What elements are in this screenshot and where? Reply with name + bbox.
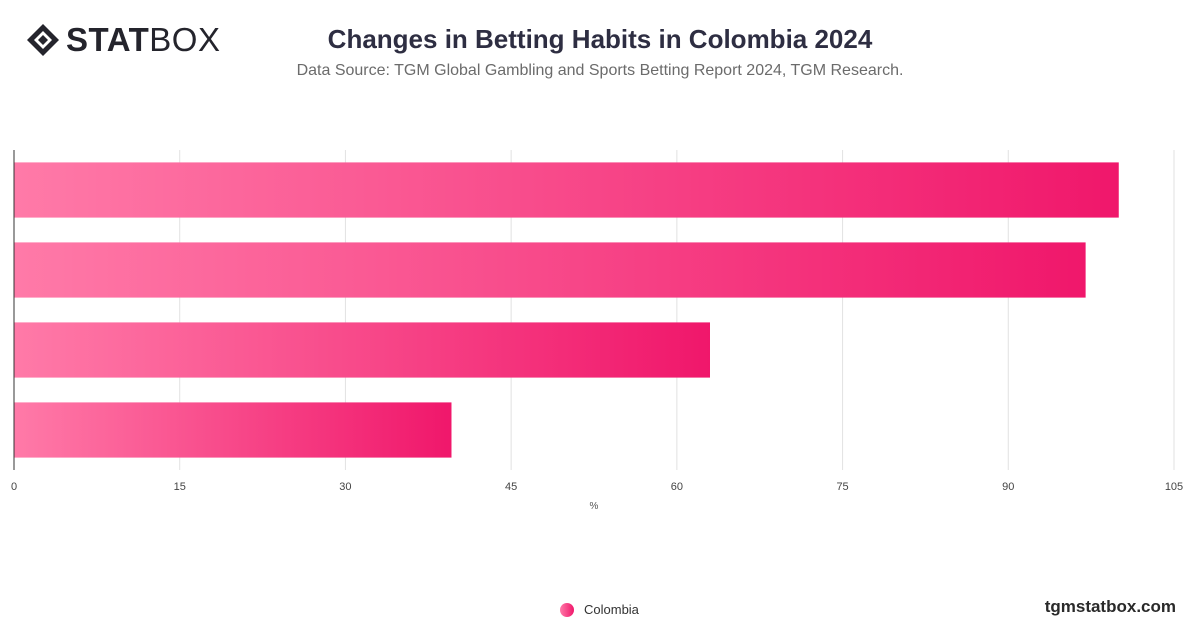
bars-group	[14, 162, 1119, 458]
logo-wordmark: STATBOX	[66, 22, 220, 58]
statbox-diamond-icon	[27, 24, 59, 56]
legend-label-colombia: Colombia	[584, 602, 639, 617]
logo-word-box: BOX	[149, 21, 221, 58]
x-tick-label: 90	[1002, 481, 1014, 493]
x-tick-label: 60	[671, 481, 683, 493]
bar-1[interactable]	[14, 162, 1119, 218]
bar-4[interactable]	[14, 402, 452, 458]
x-axis: 0 15 30 45 60 75 90 105%	[11, 150, 1183, 512]
x-tick-label: 105	[1165, 481, 1183, 493]
site-url: tgmstatbox.com	[1044, 597, 1176, 616]
x-axis-label: %	[590, 501, 599, 512]
x-tick-label: 45	[505, 481, 517, 493]
bar-chart: 0 15 30 45 60 75 90 105%	[11, 150, 1183, 512]
bar-2[interactable]	[14, 242, 1086, 298]
x-tick-label: 75	[836, 481, 848, 493]
x-tick-label: 15	[174, 481, 186, 493]
legend-swatch-colombia	[560, 602, 574, 617]
chart-subtitle: Data Source: TGM Global Gambling and Spo…	[296, 62, 904, 79]
x-tick-label: 0	[11, 481, 17, 493]
chart-title: Changes in Betting Habits in Colombia 20…	[327, 24, 873, 54]
x-tick-label: 30	[339, 481, 351, 493]
bar-3[interactable]	[14, 322, 710, 378]
statbox-logo: STATBOX	[26, 22, 220, 58]
legend: Colombia	[560, 602, 639, 617]
logo-word-stat: STAT	[66, 21, 150, 58]
